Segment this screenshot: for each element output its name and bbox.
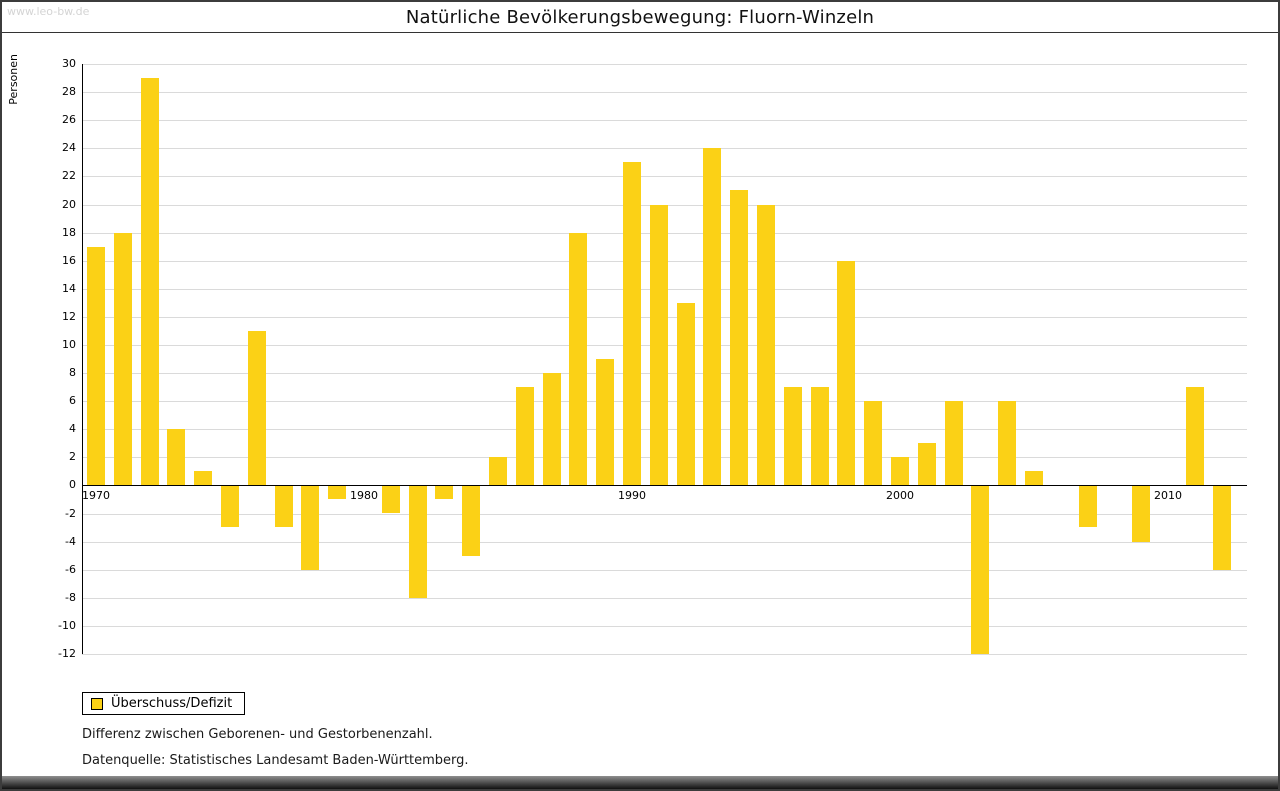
bar-1989 [596, 359, 615, 486]
x-tick-label: 1970 [82, 489, 110, 503]
bar-2012 [1212, 485, 1231, 570]
legend: Überschuss/Defizit [82, 692, 246, 715]
zero-line [82, 485, 1247, 487]
gridline [82, 541, 1247, 543]
y-tick-label: -6 [65, 562, 76, 576]
bar-2002 [944, 401, 963, 486]
bar-1995 [757, 204, 775, 486]
bar-1996 [783, 387, 802, 486]
y-axis: 30 28 26 24 22 20 18 16 14 12 10 8 6 4 2 0 -2 -4 -6 -8 -10 -1… [2, 58, 76, 660]
bar-1985 [489, 457, 507, 486]
gridline [82, 513, 1247, 515]
y-tick-label: -2 [65, 506, 76, 520]
y-tick-label: 10 [62, 338, 76, 351]
bar-1978 [301, 485, 320, 570]
bar-2007 [1078, 485, 1097, 528]
bar-2001 [917, 443, 936, 486]
bar-1974 [194, 471, 213, 486]
bar-1994 [730, 190, 749, 486]
y-tick-label: -8 [65, 590, 76, 604]
bar-1971 [113, 232, 132, 486]
gridline [82, 92, 1247, 94]
y-tick-label: 12 [62, 309, 76, 323]
bar-1979 [328, 485, 347, 500]
y-tick-label: 18 [62, 225, 76, 239]
bar-1992 [676, 302, 695, 486]
bar-2003 [971, 485, 990, 654]
y-tick-label: 14 [62, 281, 76, 295]
legend-swatch [91, 697, 103, 710]
bar-1976 [247, 330, 266, 486]
bar-1982 [408, 485, 427, 598]
bar-1998 [837, 260, 856, 486]
bar-1972 [140, 78, 159, 486]
y-tick-label: 26 [62, 113, 76, 127]
y-tick-label: 28 [62, 85, 76, 99]
x-tick-label: 1990 [618, 489, 646, 503]
bar-1993 [703, 148, 722, 486]
bar-1990 [623, 162, 641, 486]
bar-2009 [1132, 485, 1151, 542]
footnote-definition: Differenz zwischen Geborenen- und Gestor… [82, 727, 433, 742]
bar-1984 [462, 485, 481, 556]
gridline [82, 148, 1247, 150]
x-tick-label: 2010 [1154, 489, 1182, 503]
bar-1999 [864, 401, 883, 486]
footnote-source: Datenquelle: Statistisches Landesamt Bad… [82, 753, 469, 768]
y-tick-label: 4 [69, 422, 76, 436]
y-tick-label: 2 [69, 450, 76, 464]
y-tick-label: -12 [58, 647, 76, 660]
y-tick-label: 16 [62, 253, 76, 267]
gridline [82, 120, 1247, 122]
frame-bottom-edge [2, 776, 1278, 789]
bar-1977 [274, 485, 293, 528]
bar-1986 [515, 387, 534, 486]
x-tick-label: 1980 [350, 489, 378, 503]
bar-1983 [435, 485, 454, 500]
y-tick-label: 22 [62, 169, 76, 183]
bar-1970 [87, 246, 105, 486]
gridline [82, 176, 1247, 178]
y-tick-label: 0 [69, 478, 76, 492]
bar-1988 [569, 232, 588, 486]
y-tick-label: -10 [58, 618, 76, 632]
bar-2005 [1025, 471, 1043, 486]
title-bar: Natürliche Bevölkerungsbewegung: Fluorn-… [2, 2, 1278, 33]
y-tick-label: 20 [62, 197, 76, 211]
bar-1973 [167, 429, 186, 486]
gridline [82, 64, 1247, 65]
bar-2011 [1185, 387, 1204, 486]
x-tick-label: 2000 [886, 489, 914, 503]
watermark: www.leo-bw.de [7, 5, 90, 18]
y-tick-label: 30 [62, 57, 76, 70]
y-tick-label: 24 [62, 141, 76, 155]
gridline [82, 625, 1247, 627]
gridline [82, 569, 1247, 571]
y-tick-label: 6 [69, 394, 76, 408]
y-axis-line [82, 64, 83, 654]
chart-title: Natürliche Bevölkerungsbewegung: Fluorn-… [405, 6, 875, 28]
bar-2004 [998, 401, 1017, 486]
bar-1997 [810, 387, 829, 486]
bar-1991 [649, 204, 668, 486]
gridline [82, 654, 1247, 655]
legend-label: Überschuss/Defizit [111, 696, 233, 711]
bar-1981 [381, 485, 400, 514]
bar-2000 [891, 457, 909, 486]
bar-1975 [221, 485, 239, 528]
plot-area: 1970 1980 1990 2000 2010 [82, 64, 1247, 655]
y-tick-label: 8 [69, 366, 76, 379]
bar-1987 [542, 373, 561, 486]
y-tick-label: -4 [65, 534, 76, 548]
gridline [82, 597, 1247, 599]
